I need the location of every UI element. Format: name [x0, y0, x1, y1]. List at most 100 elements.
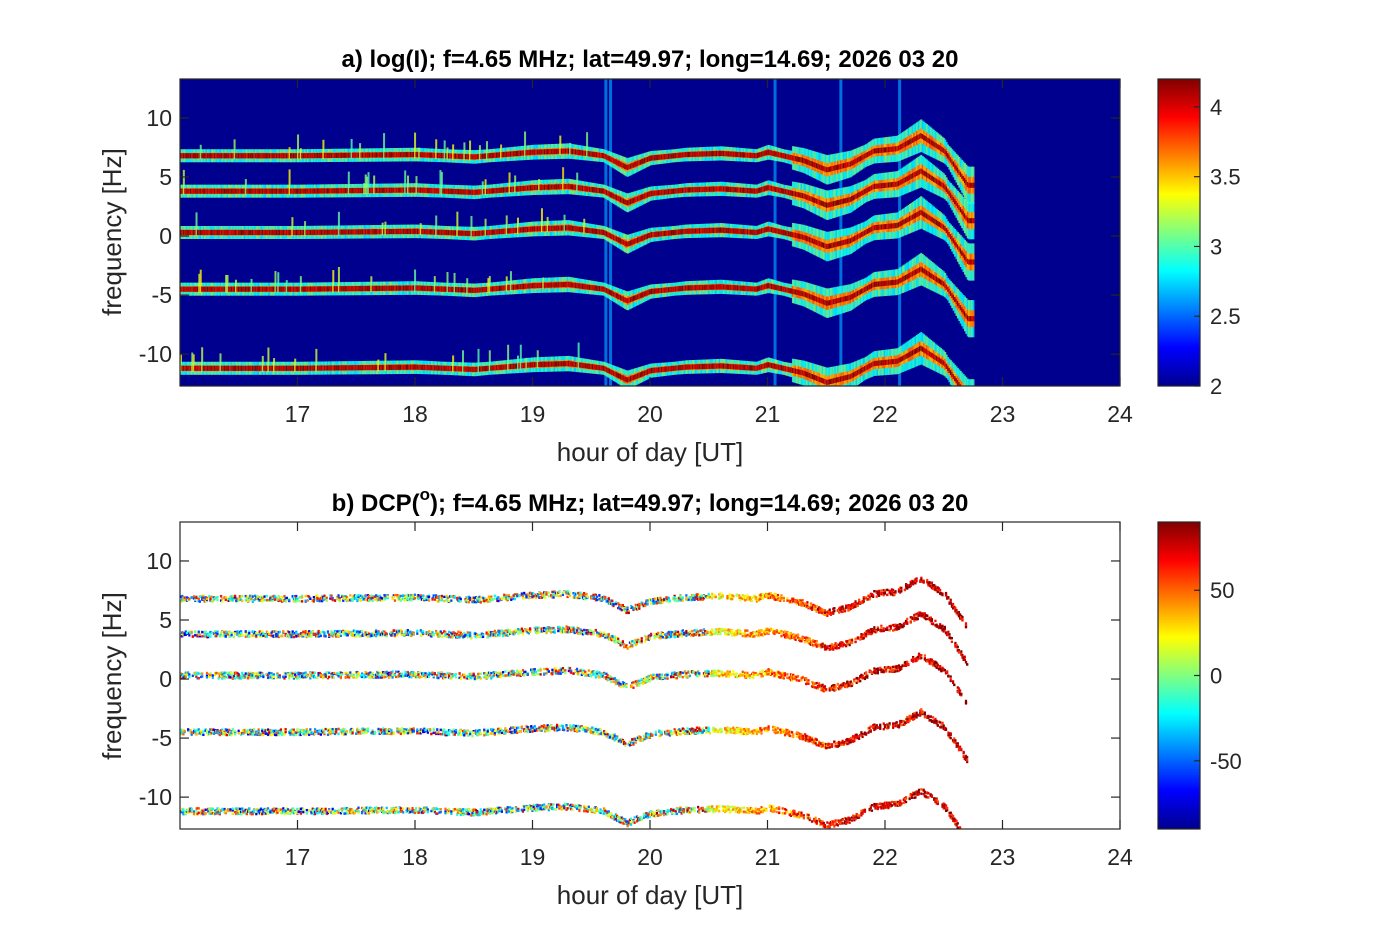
emission-peak	[357, 187, 360, 194]
emission-peak	[560, 184, 563, 190]
emission-peak	[395, 187, 398, 193]
emission-peak	[825, 167, 828, 173]
emission-peak	[708, 227, 711, 234]
emission-peak	[332, 188, 335, 194]
emission-peak	[853, 159, 856, 165]
emission-peak	[626, 200, 629, 206]
emission-peak	[797, 192, 800, 198]
emission-peak	[724, 151, 727, 157]
emission-peak	[742, 229, 745, 235]
emission-peak	[721, 150, 724, 157]
emission-peak	[677, 229, 680, 235]
emission-peak	[579, 149, 582, 156]
emission-peak	[449, 153, 452, 159]
emission-peak	[607, 232, 610, 238]
emission-peak	[411, 187, 414, 193]
emission-peak	[734, 151, 737, 157]
emission-peak	[346, 229, 349, 235]
emission-peak	[697, 228, 700, 234]
emission-peak	[337, 188, 340, 194]
emission-peak	[834, 242, 837, 248]
emission-peak	[701, 151, 704, 157]
emission-peak	[591, 151, 594, 157]
emission-peak	[567, 148, 570, 154]
emission-peak	[848, 161, 851, 167]
emission-peak	[803, 234, 806, 241]
emission-peak	[367, 152, 370, 158]
emission-peak	[278, 188, 281, 194]
emission-peak	[222, 229, 225, 236]
emission-peak	[643, 157, 646, 164]
emission-peak	[518, 186, 521, 192]
emission-peak	[267, 153, 270, 159]
emission-peak	[192, 153, 195, 159]
emission-peak	[648, 233, 651, 239]
emission-peak	[667, 230, 670, 236]
emission-peak	[384, 152, 387, 158]
emission-peak	[690, 228, 693, 234]
emission-peak	[830, 201, 833, 207]
emission-peak	[216, 229, 219, 236]
emission-peak	[662, 189, 665, 195]
emission-peak	[308, 153, 311, 159]
emission-peak	[749, 188, 752, 194]
emission-peak	[234, 188, 237, 194]
emission-peak	[921, 134, 924, 140]
emission-peak	[526, 226, 529, 233]
emission-peak	[521, 227, 524, 233]
emission-peak	[721, 186, 724, 192]
emission-peak	[846, 162, 849, 168]
emission-peak	[536, 149, 539, 155]
emission-peak	[617, 236, 620, 243]
emission-peak	[824, 166, 827, 172]
emission-peak	[516, 186, 519, 192]
emission-peak	[690, 187, 693, 193]
emission-peak	[524, 185, 527, 191]
emission-peak	[257, 188, 260, 194]
emission-peak	[887, 223, 890, 229]
emission-peak	[354, 229, 357, 235]
emission-peak	[367, 229, 370, 235]
emission-spike	[524, 131, 527, 157]
emission-peak	[557, 184, 560, 190]
emission-peak	[755, 229, 758, 236]
emission-peak	[827, 202, 830, 208]
emission-peak	[892, 146, 895, 152]
emission-peak	[360, 229, 363, 235]
emission-peak	[326, 188, 329, 194]
emission-spike	[244, 179, 247, 195]
emission-peak	[821, 200, 824, 207]
emission-peak	[422, 229, 425, 235]
emission-peak	[873, 183, 876, 190]
emission-peak	[359, 229, 362, 235]
emission-peak	[793, 191, 796, 197]
emission-peak	[670, 188, 673, 195]
emission-peak	[374, 152, 377, 158]
emission-peak	[281, 188, 284, 194]
emission-peak	[361, 187, 364, 194]
emission-peak	[298, 153, 301, 159]
emission-spike	[563, 214, 566, 232]
emission-peak	[504, 187, 507, 193]
emission-peak	[598, 188, 601, 194]
emission-peak	[832, 201, 835, 207]
emission-peak	[720, 227, 723, 233]
emission-peak	[447, 153, 450, 159]
emission-peak	[470, 189, 473, 195]
emission-peak	[236, 153, 239, 159]
emission-peak	[529, 226, 532, 232]
emission-peak	[515, 150, 518, 157]
emission-peak	[969, 182, 972, 188]
emission-peak	[383, 229, 386, 235]
emission-peak	[780, 229, 783, 235]
emission-peak	[515, 227, 518, 233]
emission-peak	[322, 188, 325, 194]
emission-peak	[368, 229, 371, 235]
emission-peak	[287, 153, 290, 159]
emission-peak	[289, 153, 292, 159]
emission-peak	[696, 151, 699, 157]
emission-peak	[914, 136, 917, 142]
emission-peak	[725, 151, 728, 157]
emission-peak	[295, 188, 298, 194]
emission-peak	[268, 153, 271, 159]
